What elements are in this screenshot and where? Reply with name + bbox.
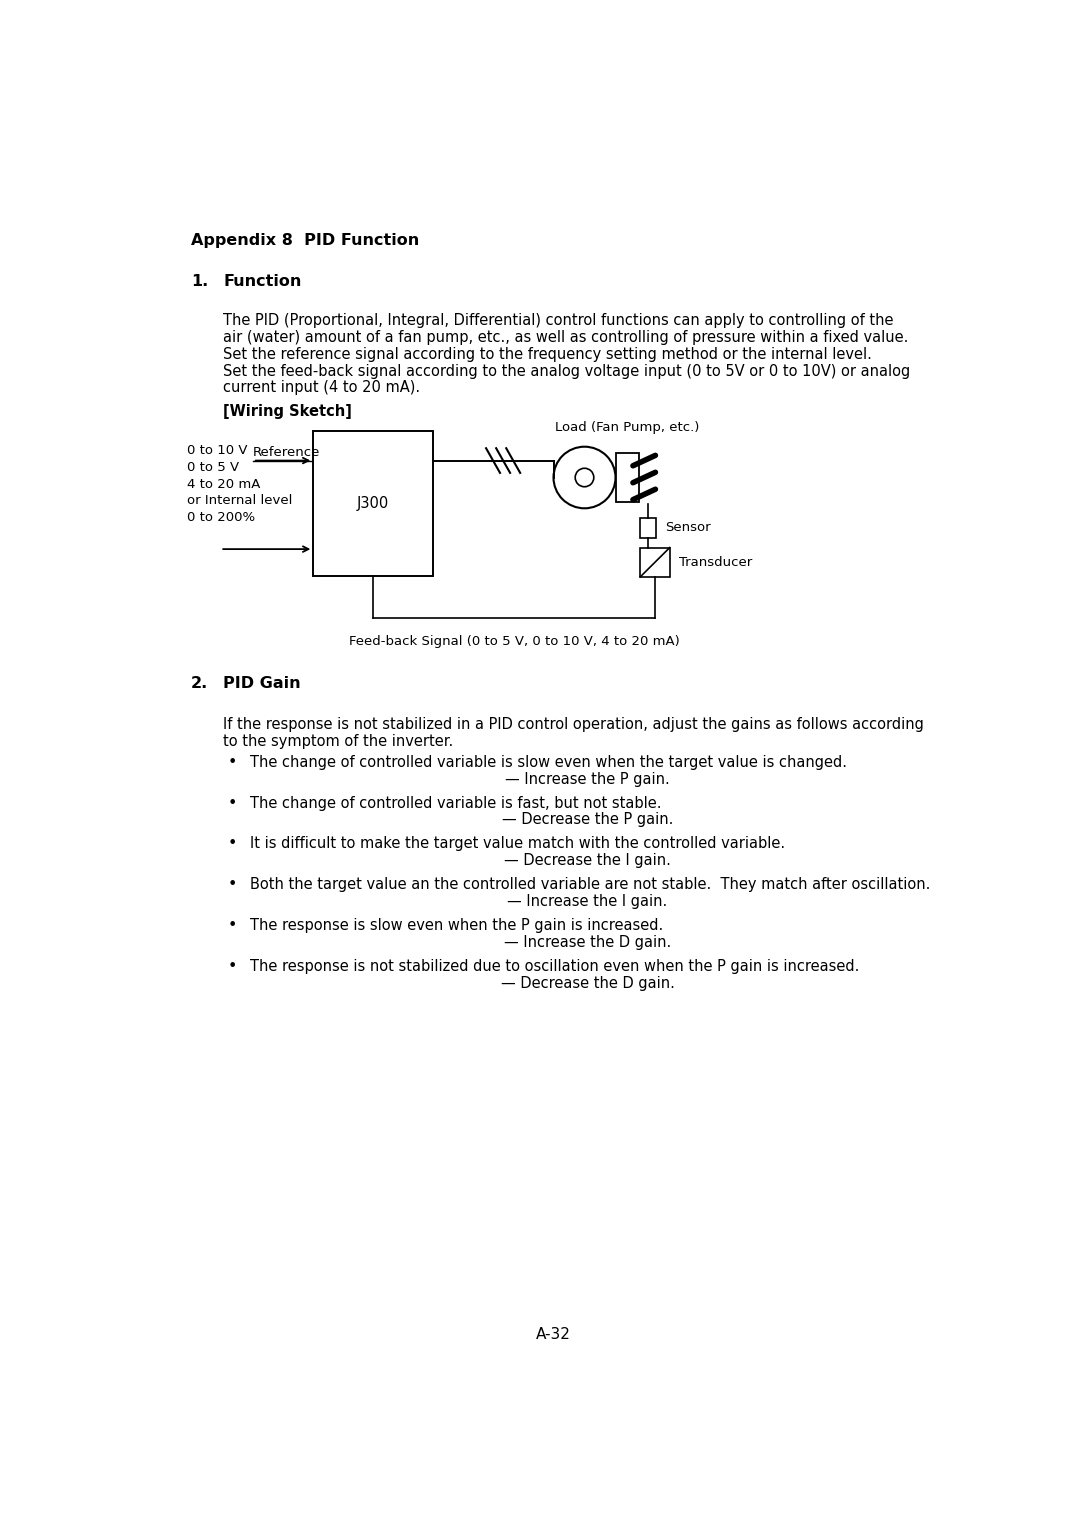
Text: air (water) amount of a fan pump, etc., as well as controlling of pressure withi: air (water) amount of a fan pump, etc., … — [224, 330, 908, 345]
Text: •: • — [227, 877, 237, 892]
Text: Sensor: Sensor — [665, 521, 711, 535]
Text: — Increase the P gain.: — Increase the P gain. — [505, 772, 670, 787]
Text: Set the reference signal according to the frequency setting method or the intern: Set the reference signal according to th… — [224, 347, 873, 362]
Text: PID Gain: PID Gain — [224, 677, 301, 691]
Bar — [616, 452, 638, 503]
Text: •: • — [227, 755, 237, 770]
Text: If the response is not stabilized in a PID control operation, adjust the gains a: If the response is not stabilized in a P… — [224, 717, 924, 732]
Text: — Decrease the P gain.: — Decrease the P gain. — [502, 813, 673, 828]
Text: current input (4 to 20 mA).: current input (4 to 20 mA). — [224, 380, 420, 396]
Text: •: • — [227, 796, 237, 810]
Text: Reference: Reference — [253, 446, 320, 458]
Text: — Decrease the I gain.: — Decrease the I gain. — [504, 853, 671, 868]
Text: 0 to 10 V: 0 to 10 V — [187, 443, 247, 457]
Text: — Increase the D gain.: — Increase the D gain. — [504, 935, 672, 950]
Text: The response is not stabilized due to oscillation even when the P gain is increa: The response is not stabilized due to os… — [251, 958, 860, 973]
Text: Transducer: Transducer — [679, 556, 753, 568]
Text: The change of controlled variable is slow even when the target value is changed.: The change of controlled variable is slo… — [251, 755, 848, 770]
Text: The change of controlled variable is fast, but not stable.: The change of controlled variable is fas… — [251, 796, 662, 810]
Text: •: • — [227, 836, 237, 851]
Text: 0 to 5 V: 0 to 5 V — [187, 460, 239, 474]
Text: 1.: 1. — [191, 274, 208, 289]
Text: Both the target value an the controlled variable are not stable.  They match aft: Both the target value an the controlled … — [251, 877, 931, 892]
Text: The response is slow even when the P gain is increased.: The response is slow even when the P gai… — [251, 918, 664, 934]
Bar — [313, 431, 433, 576]
Bar — [640, 518, 656, 538]
Text: •: • — [227, 918, 237, 934]
Text: or Internal level: or Internal level — [187, 495, 293, 507]
Text: A-32: A-32 — [536, 1326, 571, 1342]
Text: Appendix 8  PID Function: Appendix 8 PID Function — [191, 234, 419, 249]
Text: 2.: 2. — [191, 677, 208, 691]
Text: — Decrease the D gain.: — Decrease the D gain. — [501, 976, 675, 990]
Text: Feed-back Signal (0 to 5 V, 0 to 10 V, 4 to 20 mA): Feed-back Signal (0 to 5 V, 0 to 10 V, 4… — [349, 636, 679, 648]
Text: to the symptom of the inverter.: to the symptom of the inverter. — [224, 733, 454, 749]
Text: 0 to 200%: 0 to 200% — [187, 512, 255, 524]
Text: — Increase the I gain.: — Increase the I gain. — [508, 894, 667, 909]
Text: It is difficult to make the target value match with the controlled variable.: It is difficult to make the target value… — [251, 836, 785, 851]
Circle shape — [554, 446, 616, 509]
Text: J300: J300 — [357, 497, 390, 512]
Text: Load (Fan Pump, etc.): Load (Fan Pump, etc.) — [555, 420, 700, 434]
Text: Set the feed-back signal according to the analog voltage input (0 to 5V or 0 to : Set the feed-back signal according to th… — [224, 364, 910, 379]
Text: The PID (Proportional, Integral, Differential) control functions can apply to co: The PID (Proportional, Integral, Differe… — [224, 313, 894, 327]
Text: [Wiring Sketch]: [Wiring Sketch] — [224, 405, 352, 419]
Text: Function: Function — [224, 274, 301, 289]
Text: •: • — [227, 958, 237, 973]
Text: 4 to 20 mA: 4 to 20 mA — [187, 477, 260, 490]
Circle shape — [576, 468, 594, 487]
Bar — [640, 547, 670, 578]
